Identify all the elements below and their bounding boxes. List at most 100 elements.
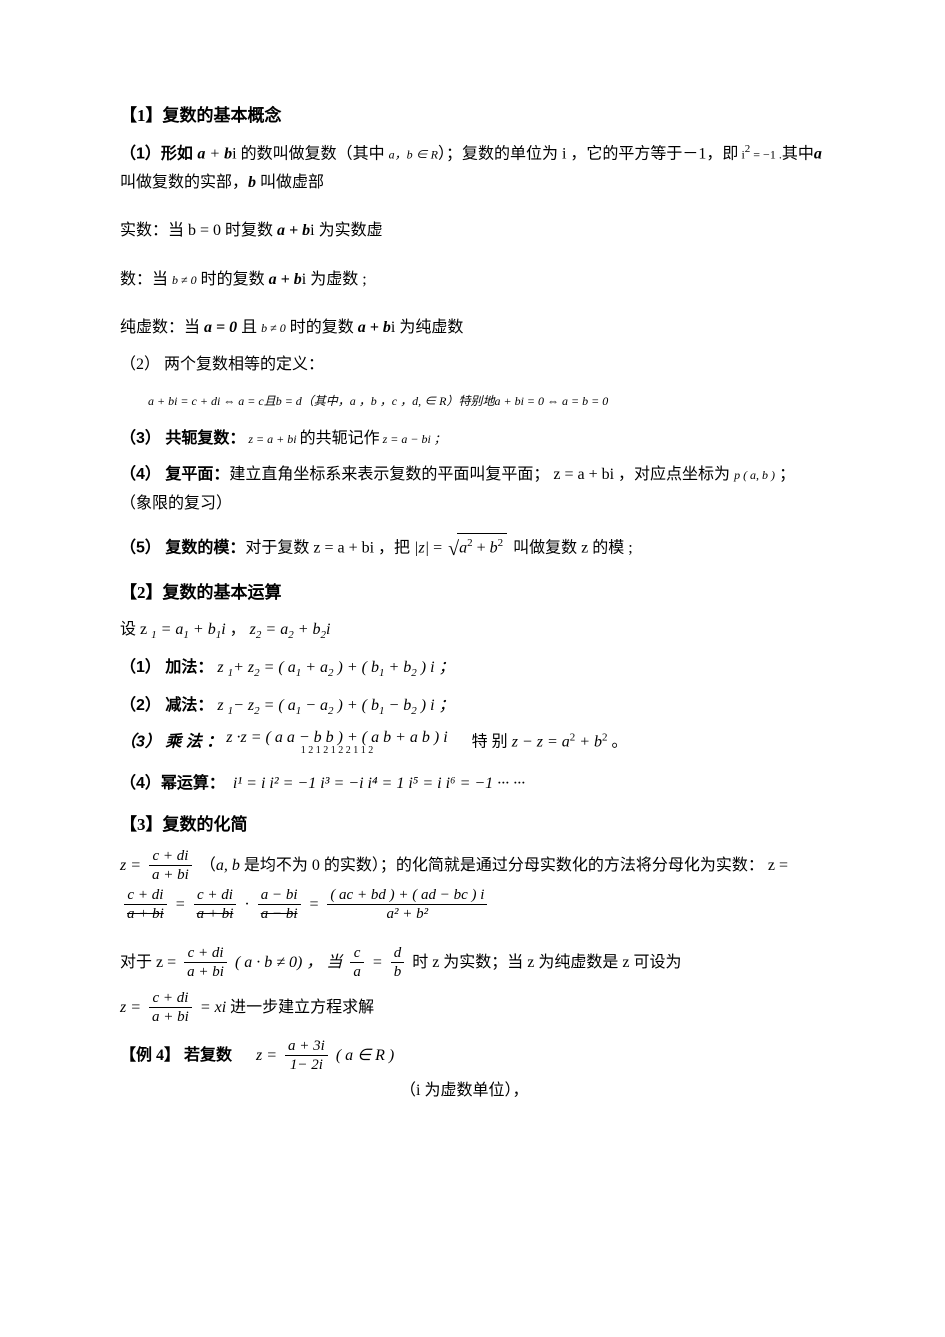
frac6-den: a + bi — [149, 1008, 192, 1028]
frac-ca-d: a — [350, 963, 364, 983]
s3-solve: 进一步建立方程求解 — [230, 999, 374, 1016]
op3-z2: ·z — [232, 729, 246, 746]
set-i2: i — [326, 621, 330, 638]
op2-ma2: − a — [301, 697, 328, 714]
s3-line1: z = c + di a + bi （a, b 是均不为 0 的实数）；的化简就… — [120, 847, 825, 924]
op2-c1: ) + ( b — [334, 697, 379, 714]
def-4p: p ( a, b ) — [734, 468, 775, 482]
frac1-den: a + bi — [149, 866, 192, 886]
s3-for-pre: 对于 z = — [120, 954, 180, 971]
frac-ca-n: c — [350, 944, 364, 963]
op2-z: z — [217, 697, 227, 714]
frac4-num: ( ac + bd ) + ( ad − bc ) i — [327, 886, 487, 905]
op-3-label: （3） 乘 法 ： — [120, 734, 222, 751]
op1-plus: + z — [233, 659, 254, 676]
def-4: （4） 复平面：建立直角坐标系来表示复数的平面叫复平面； z = a + bi … — [120, 461, 825, 519]
s3-xi: z = c + di a + bi = xi 进一步建立方程求解 — [120, 989, 825, 1028]
imag-mid: 时的复数 — [197, 271, 269, 288]
op-1: （1） 加法： z 1+ z2 = ( a1 + a2 ) + ( b1 + b… — [120, 654, 825, 684]
frac-2: c + di a + bi — [124, 886, 167, 925]
rad-a: a — [459, 540, 467, 557]
frac-db-d: b — [391, 963, 405, 983]
frac-3b: a − bi a − bi — [258, 886, 301, 925]
pure-line: 纯虚数：当 a = 0 且 b ≠ 0 时的复数 a + bi 为纯虚数 — [120, 313, 825, 343]
imag-prefix: 数：当 — [120, 271, 172, 288]
op3-zbar: z − z = a — [512, 734, 570, 751]
op1-pb2: + b — [385, 659, 412, 676]
s3-cond: ( a · b ≠ 0) ， 当 — [235, 954, 346, 971]
s3-z: z = — [120, 857, 145, 874]
ex4-frac: a + 3i 1− 2i — [285, 1037, 328, 1076]
op-4-label: （4）幂运算： — [120, 775, 225, 792]
op-3: （3） 乘 法 ： z ·z = ( a a − b b ) + ( a b +… — [120, 730, 825, 756]
frac3b-num: a − bi — [258, 886, 301, 905]
op3-idx: 1 2 1 2 1 2 2 1 1 2 — [226, 746, 447, 756]
set-prefix: 设 z — [120, 621, 151, 638]
imag-ab: a + b — [269, 271, 302, 288]
frac2-num: c + di — [124, 886, 167, 905]
s3-eq2: = — [175, 896, 190, 913]
ex4-label: 【例 4】 若复数 — [120, 1047, 232, 1064]
set-eq1b: + b — [189, 621, 216, 638]
sqrt-icon: √a2 + b2 — [448, 531, 507, 567]
txt-1j: 叫做虚部 — [260, 174, 324, 191]
set-comma: ， — [226, 621, 250, 638]
def-2-eqn: a + bi = c + di ⇔ a = c且b = d（其中，a ，b ，c… — [120, 386, 825, 416]
def-5end: 叫做复数 z 的模 ; — [513, 540, 633, 557]
real-prefix: 实数：当 b = 0 时复数 — [120, 222, 277, 239]
frac3b-den: a − bi — [258, 905, 301, 925]
plus: + — [205, 146, 224, 163]
rad-plus: + — [473, 540, 490, 557]
section-1-title: 【1】复数的基本概念 — [120, 100, 825, 132]
s3-eq3: = — [309, 896, 324, 913]
document-page: 【1】复数的基本概念 （1）形如 a + bi 的数叫做复数（其中 a，b ∈ … — [0, 0, 945, 1192]
ex4-z: z = — [256, 1047, 281, 1064]
ab-in: a，b — [389, 148, 413, 162]
pure-ab: a + b — [358, 319, 391, 336]
op-2-label: （2） 减法： — [120, 697, 213, 714]
section-2-title: 【2】复数的基本运算 — [120, 577, 825, 609]
set-eq1: = a — [157, 621, 184, 638]
op1-z: z — [217, 659, 227, 676]
frac5-num: c + di — [184, 944, 227, 963]
frac2-den: a + bi — [124, 905, 167, 925]
frac-3: c + di a + bi — [194, 886, 237, 925]
ex4-den: 1− 2i — [285, 1056, 328, 1076]
frac-4: ( ac + bd ) + ( ad − bc ) i a² + b² — [327, 886, 487, 925]
absz: |z| — [414, 540, 429, 557]
s3-for: 对于 z = c + di a + bi ( a · b ≠ 0) ， 当 c … — [120, 944, 825, 983]
rad-b2: 2 — [498, 537, 504, 549]
op2-mb2: − b — [385, 697, 412, 714]
frac-6: c + di a + bi — [149, 989, 192, 1028]
def-5: （5） 复数的模：对于复数 z = a + bi ，把 |z| = √a2 + … — [120, 531, 825, 567]
i-sq-eq: = −1 . — [750, 148, 782, 162]
imag-line: 数：当 b ≠ 0 时的复数 a + bi 为虚数 ; — [120, 265, 825, 295]
op2-eq: = ( a — [260, 697, 296, 714]
def-3: （3） 共轭复数： z = a + bi 的共轭记作 z = a − bi ； — [120, 425, 825, 454]
pure-bne: b ≠ 0 — [261, 321, 286, 335]
s3-for-real: 时 z 为实数；当 z 为纯虚数是 z 可设为 — [412, 954, 681, 971]
frac-db: d b — [391, 944, 405, 983]
frac-ca: c a — [350, 944, 364, 983]
section-3-title: 【3】复数的化简 — [120, 809, 825, 841]
op3-body: z ·z = ( a a − b b ) + ( a b + a b ) i 1… — [226, 730, 447, 756]
rad-b: b — [490, 540, 498, 557]
def-5eq: = — [433, 540, 446, 557]
real-line: 实数：当 b = 0 时复数 a + bi 为实数虚 — [120, 216, 825, 246]
set-line: 设 z 1 = a1 + b1i ， z2 = a2 + b2i — [120, 615, 825, 646]
frac-1: c + di a + bi — [149, 847, 192, 886]
def-2-eqn-text: a + bi = c + di ⇔ a = c且b = d（其中，a ，b ，c… — [148, 394, 608, 408]
ex4-num: a + 3i — [285, 1037, 328, 1056]
def-3a: z = a + bi — [245, 432, 299, 446]
in-R: ∈ R — [413, 148, 438, 162]
txt-1c: 的数叫做复数（其中 — [237, 146, 389, 163]
pure-and: 且 — [237, 319, 261, 336]
b-sym-2: b — [248, 174, 260, 191]
imag-end: 为虚数 ; — [306, 271, 366, 288]
op1-c2: ) i ； — [417, 659, 455, 676]
imag-bne: b ≠ 0 — [172, 273, 197, 287]
op-4-eq: i¹ = i i² = −1 i³ = −i i⁴ = 1 i⁵ = i i⁶ … — [233, 775, 525, 792]
txt-1i: 叫做复数的实部， — [120, 174, 248, 191]
def-2: （2） 两个复数相等的定义： — [120, 351, 825, 380]
op1-pa2: + a — [301, 659, 328, 676]
